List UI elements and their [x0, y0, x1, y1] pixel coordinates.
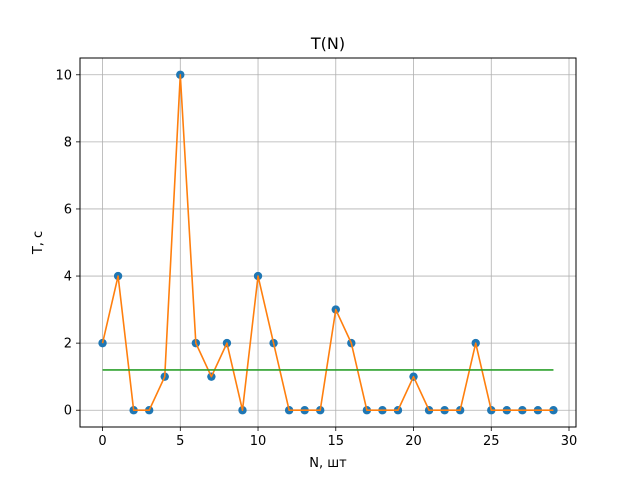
- x-tick-label: 15: [328, 434, 345, 449]
- series-line: [101, 73, 554, 412]
- x-tick-label: 20: [405, 434, 422, 449]
- chart-title: T(N): [310, 34, 345, 53]
- data-point: [549, 406, 558, 415]
- y-tick-label: 4: [64, 270, 72, 285]
- y-tick-label: 0: [64, 404, 72, 419]
- plot-area: [98, 70, 558, 415]
- axes-frame: [79, 57, 577, 428]
- ticks: 0 5 10 15 20 25 30 0 2 4 6 8 10: [55, 68, 577, 449]
- x-tick-label: 30: [561, 434, 578, 449]
- y-axis-label: T, с: [31, 231, 46, 255]
- x-tick-label: 5: [176, 434, 184, 449]
- x-tick-label: 0: [98, 434, 106, 449]
- x-tick-label: 25: [483, 434, 500, 449]
- grid: [80, 58, 576, 427]
- y-tick-label: 6: [64, 202, 72, 217]
- y-tick-label: 2: [64, 337, 72, 352]
- x-tick-label: 10: [250, 434, 267, 449]
- y-tick-label: 10: [55, 68, 72, 83]
- x-axis-label: N, шт: [309, 456, 347, 471]
- y-tick-label: 8: [64, 135, 72, 150]
